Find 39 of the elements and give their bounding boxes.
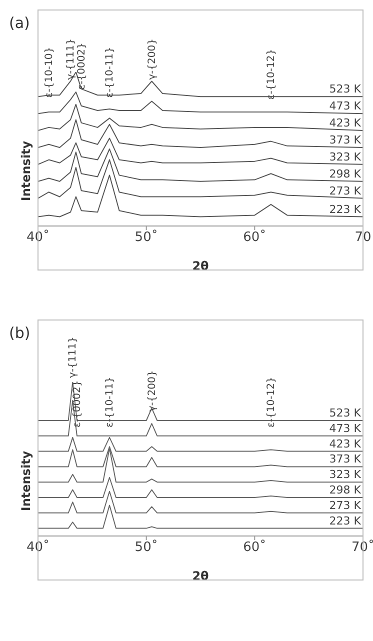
x-tick-label: 70: [354, 230, 372, 246]
annotation: γ-{111}: [68, 336, 79, 378]
series-label: 423 K: [329, 437, 362, 450]
series-label: 373 K: [329, 133, 362, 146]
x-tick-label: 40˚: [26, 539, 50, 556]
series-label: 223 K: [329, 514, 362, 528]
series-label: 223 K: [329, 202, 362, 216]
x-tick-label: 50˚: [134, 229, 158, 246]
x-tick-label: 60˚: [243, 539, 266, 556]
annotation: γ-{200}: [146, 38, 158, 80]
series-label: 323 K: [329, 468, 362, 482]
annotation: γ-{200}: [146, 370, 158, 412]
chart-title: (a): [9, 14, 30, 32]
chart-title: (b): [9, 324, 30, 342]
annotation: ε-{10-11}: [104, 46, 116, 98]
series-label: 323 K: [329, 150, 362, 164]
y-axis-title: Intensity: [19, 450, 33, 512]
series-label: 273 K: [329, 498, 362, 512]
x-tick-label: 40˚: [26, 229, 50, 246]
series-label: 423 K: [329, 116, 362, 130]
annotation: ε-{10-12}: [266, 376, 277, 428]
series-label: 273 K: [329, 184, 362, 198]
x-tick-label: 70˚: [351, 539, 373, 556]
series-label: 298 K: [329, 484, 362, 496]
x-tick-label: 60˚: [243, 229, 266, 246]
series-label: 523 K: [329, 82, 362, 96]
series-label: 298 K: [329, 167, 362, 180]
annotation: ε-{0002}: [76, 42, 88, 90]
annotation: ε-{10-12}: [266, 48, 277, 100]
annotation: ε-{0002}: [72, 380, 83, 428]
series-label: 523 K: [329, 406, 362, 420]
series-label: 373 K: [329, 452, 362, 466]
annotation: ε-{10-11}: [104, 376, 116, 428]
series-label: 473 K: [329, 100, 362, 113]
annotation: ε-{10-10}: [44, 46, 55, 98]
x-tick-label: 50˚: [134, 539, 158, 556]
annotation: γ-{111}: [66, 38, 76, 80]
y-axis-title: Intensity: [19, 140, 33, 202]
series-label: 473 K: [329, 422, 362, 435]
